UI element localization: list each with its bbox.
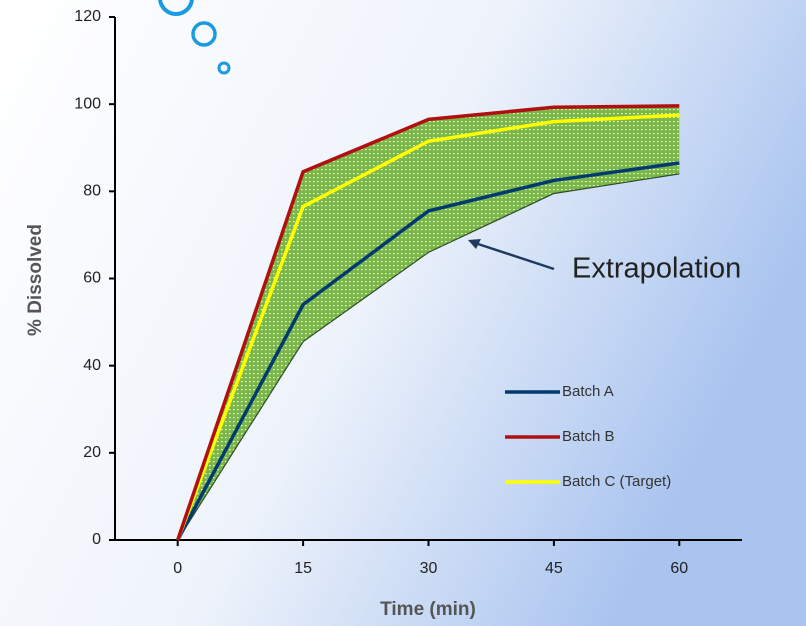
annotation-arrow: [477, 242, 555, 271]
decor-circle: [158, 0, 194, 16]
x-tick-label: 15: [294, 560, 312, 577]
y-tick-label: 0: [92, 531, 101, 548]
band: [177, 105, 680, 540]
annotation-arrowhead: [468, 239, 481, 249]
x-axis-title: Time (min): [380, 599, 476, 620]
series-line: [176, 161, 680, 541]
series-line: [176, 104, 680, 541]
x-tick-label: 0: [173, 560, 182, 577]
legend-label: Batch A: [562, 383, 614, 400]
x-tick-label: 30: [420, 560, 438, 577]
x-tick-label: 45: [545, 560, 563, 577]
decor-circle: [217, 61, 231, 75]
series-line: [176, 113, 680, 541]
plot: 0 20 40 60 80 100 120 0 15 30 45 60 Batch A Batch B Ba…: [74, 8, 742, 577]
y-tick-label: 120: [74, 8, 101, 25]
y-tick-label: 80: [83, 183, 101, 200]
y-tick-label: 40: [83, 357, 101, 374]
annotation: Extrapolation: [572, 253, 741, 285]
y-tick-label: 60: [83, 270, 101, 287]
band-lower-edge: [177, 173, 680, 541]
x-tick-label: 60: [670, 560, 688, 577]
decor-circle: [191, 21, 217, 47]
y-tick-label: 100: [74, 95, 101, 112]
y-tick-label: 20: [83, 444, 101, 461]
legend-label: Batch C (Target): [562, 473, 671, 490]
y-axis-title: % Dissolved: [25, 224, 46, 336]
legend-label: Batch B: [562, 428, 615, 445]
